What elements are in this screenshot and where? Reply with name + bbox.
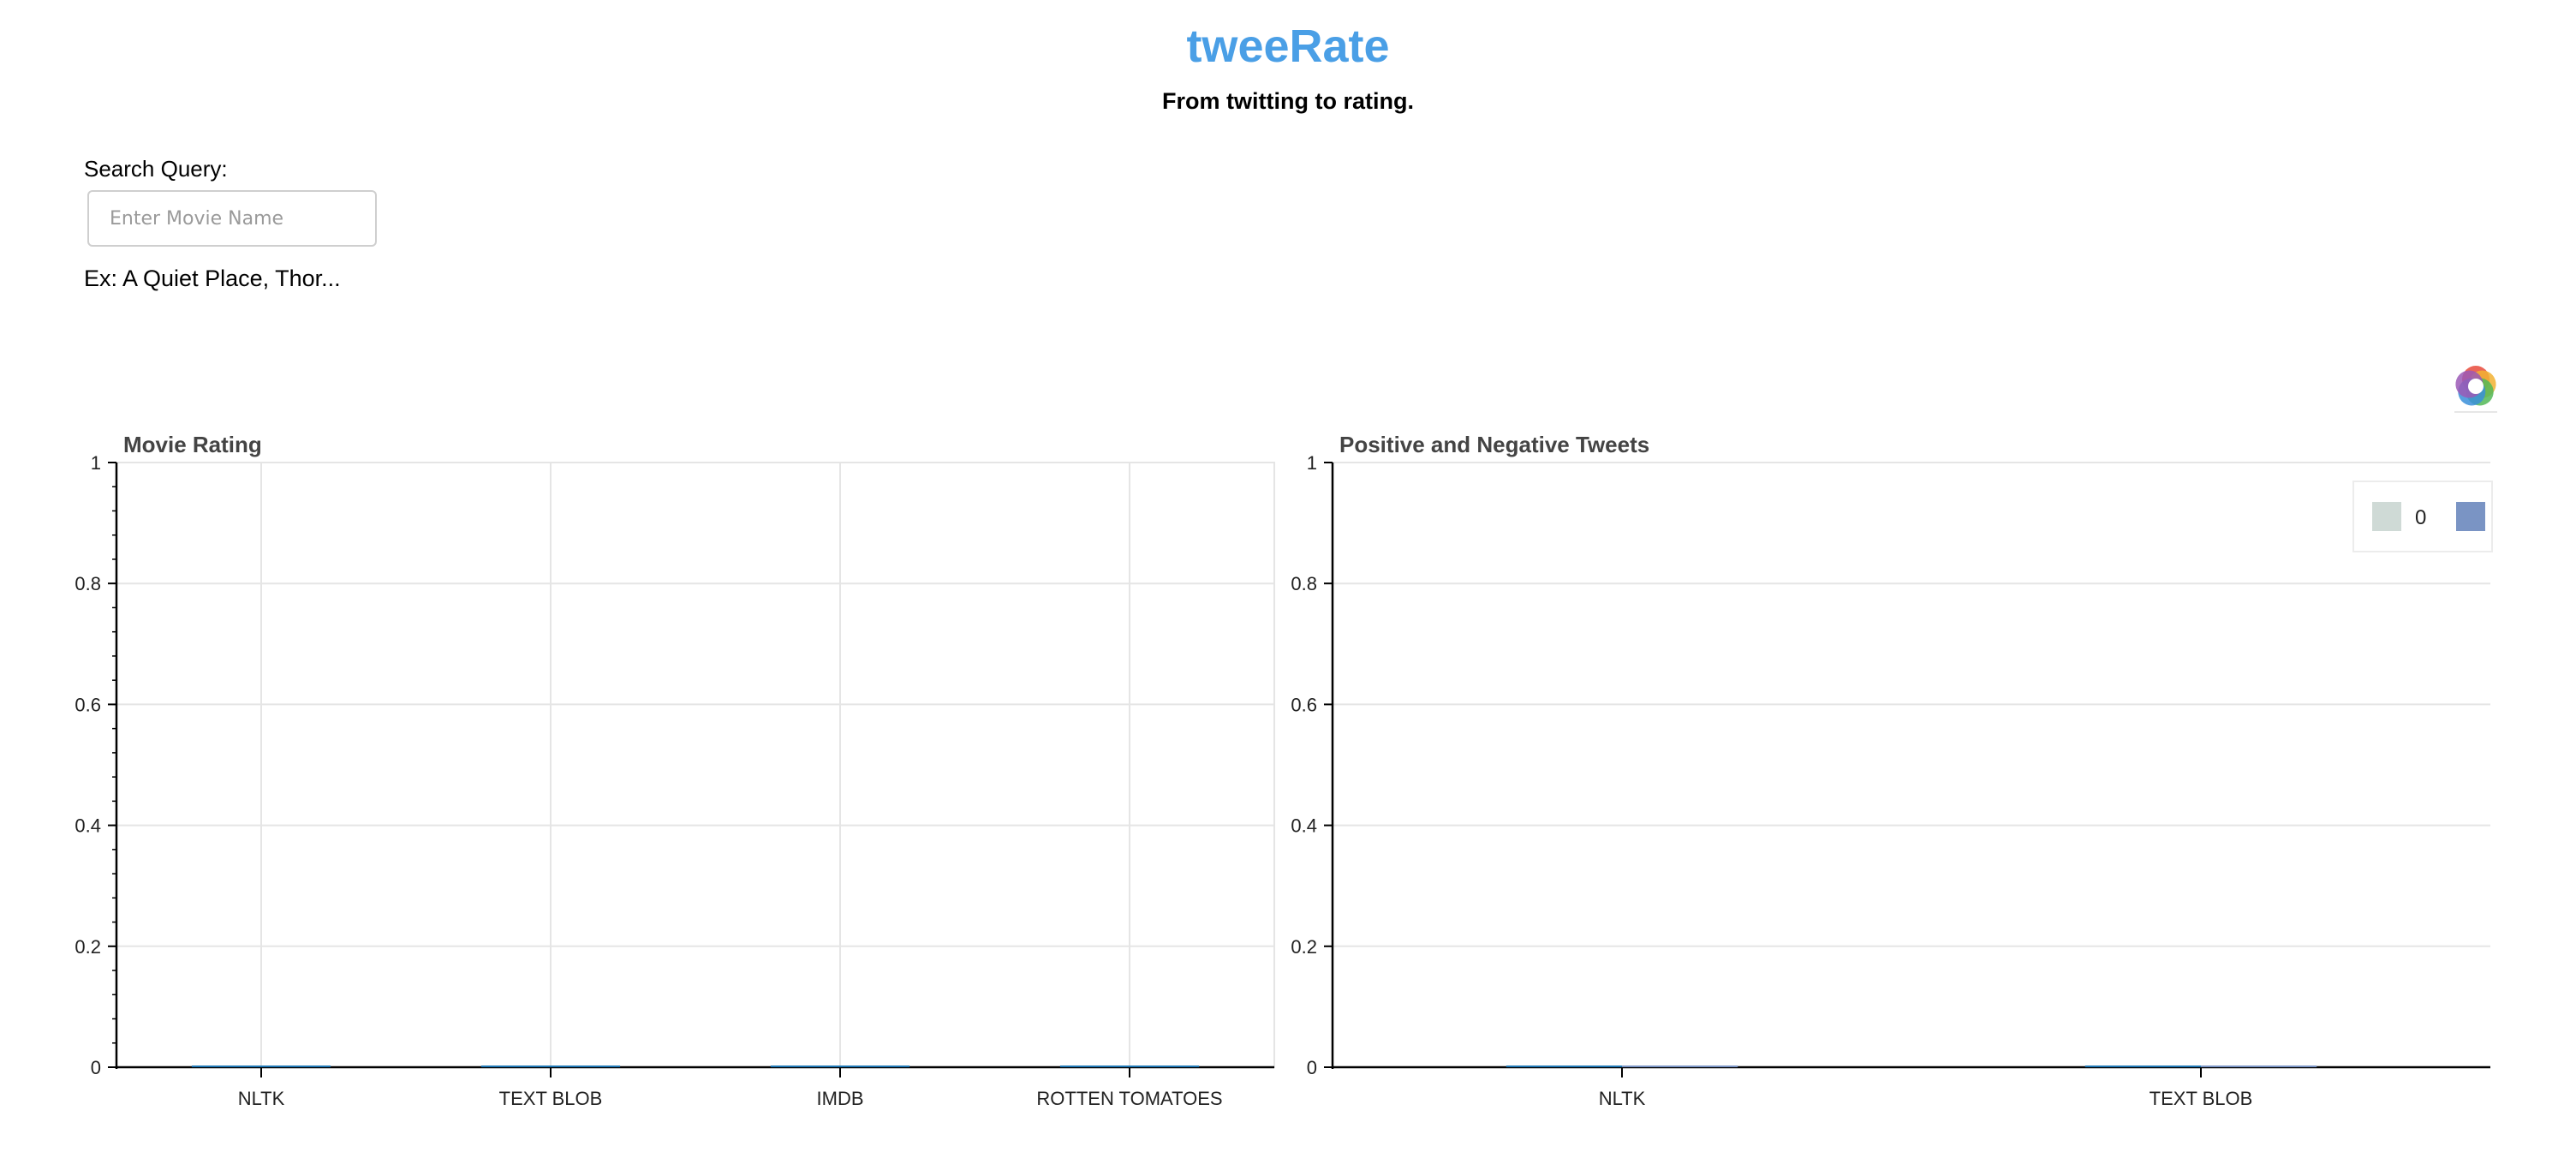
y-tick-label: 1: [91, 452, 101, 474]
y-tick-label: 0.2: [75, 936, 101, 958]
y-tick-label: 0.6: [1291, 694, 1317, 715]
tweets-chart: Positive and Negative Tweets 0 0.2 0.4 0.6 0.…: [1291, 432, 2493, 1109]
bar: [191, 1066, 331, 1067]
y-tick-label: 0.8: [1291, 573, 1317, 594]
chart-title: Movie Rating: [123, 432, 262, 457]
chart-title: Positive and Negative Tweets: [1339, 432, 1649, 457]
toolbar-separator: [2454, 411, 2497, 413]
legend-swatch: [2456, 502, 2485, 531]
y-tick-label: 0.6: [75, 694, 101, 715]
legend: 0: [2352, 481, 2493, 552]
search-label: Search Query:: [84, 156, 228, 182]
y-tick-label: 0.2: [1291, 936, 1317, 958]
y-tick-label: 0.4: [1291, 815, 1317, 837]
plot-frame: [116, 462, 1275, 1068]
bar: [1059, 1066, 1200, 1067]
search-example-text: Ex: A Quiet Place, Thor...: [84, 266, 341, 291]
x-tick-label: NLTK: [238, 1088, 285, 1109]
y-tick-label: 0: [1307, 1057, 1317, 1078]
y-tick-label: 0.4: [75, 815, 101, 837]
legend-label: 0: [2415, 506, 2426, 529]
x-tick-label: IMDB: [817, 1088, 864, 1109]
bar: [2201, 1066, 2317, 1067]
x-tick-label: TEXT BLOB: [499, 1088, 603, 1109]
bar: [2084, 1066, 2201, 1067]
bar: [1506, 1066, 1622, 1067]
app-subtitle: From twitting to rating.: [1162, 88, 1414, 114]
app-title: tweeRate: [1186, 21, 1390, 72]
bar: [1622, 1066, 1738, 1067]
chart-toolbar[interactable]: [2449, 360, 2502, 413]
y-tick-label: 0: [91, 1057, 101, 1078]
movie-rating-chart: Movie Rating 0 0.2 0.4 0.6 0.8 1 NLTK TEXT BLOB I…: [75, 432, 1275, 1109]
y-tick-label: 0.8: [75, 573, 101, 594]
x-tick-label: TEXT BLOB: [2150, 1088, 2253, 1109]
bokeh-logo-icon[interactable]: [2449, 360, 2502, 413]
bar: [480, 1066, 621, 1067]
bar: [770, 1066, 910, 1067]
x-tick-label: ROTTEN TOMATOES: [1036, 1088, 1222, 1109]
search-input[interactable]: [87, 190, 377, 247]
legend-swatch: [2372, 502, 2401, 531]
x-tick-label: NLTK: [1599, 1088, 1646, 1109]
y-tick-label: 1: [1307, 452, 1317, 474]
